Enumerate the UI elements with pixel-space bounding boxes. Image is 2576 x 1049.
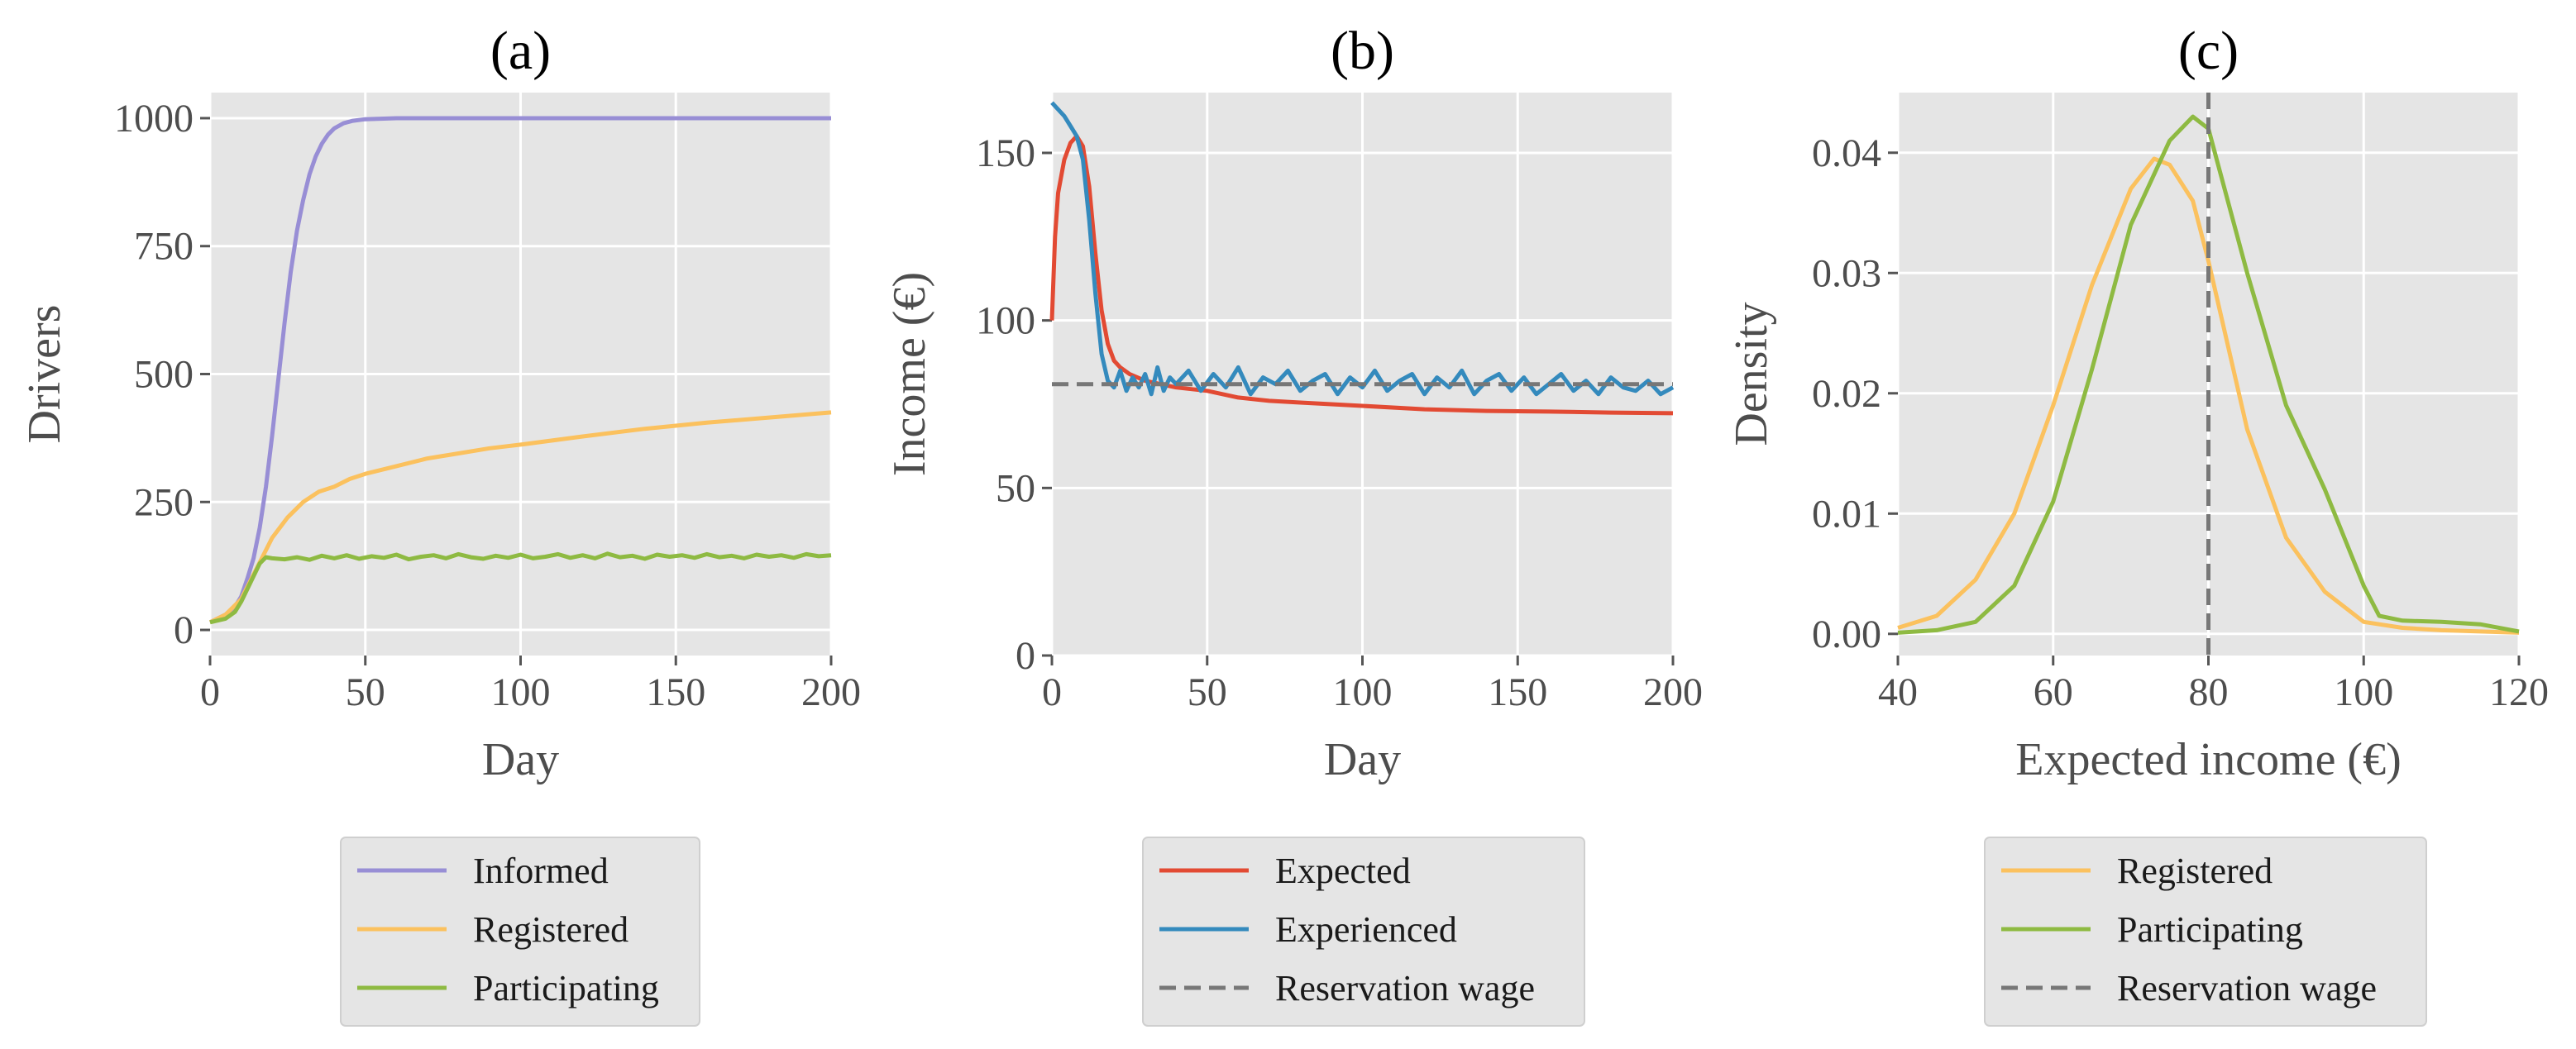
chart-panel-3: 40 60 80 100 120 0.00 0.01 0.02 0.03 0.04 (c) Expec… (1726, 21, 2549, 1027)
y-tick-label: 0.00 (1812, 613, 1881, 656)
legend-label: Registered (473, 909, 628, 950)
y-tick-label: 1000 (114, 97, 194, 141)
x-tick-label: 60 (2034, 670, 2073, 714)
x-tick-label: 100 (1333, 670, 1393, 714)
x-tick-label: 100 (2334, 670, 2393, 714)
legend-box (340, 837, 700, 1027)
y-tick-label: 150 (976, 131, 1035, 175)
y-tick-label: 500 (134, 353, 194, 397)
chart-panel-1: 0 50 100 150 200 0 250 500 750 1000 (a) Day Drivers I… (19, 21, 861, 1027)
y-axis-label: Income (€) (884, 272, 935, 476)
x-tick-label: 0 (1042, 670, 1062, 714)
chart-title: (a) (490, 21, 551, 81)
y-axis-label: Density (1726, 302, 1777, 446)
y-tick-label: 0.01 (1812, 492, 1881, 536)
x-tick-label: 80 (2189, 670, 2229, 714)
x-tick-label: 100 (491, 670, 551, 714)
legend-label: Participating (2117, 909, 2303, 950)
chart-title: (b) (1331, 21, 1394, 81)
chart-panel-2: 0 50 100 150 200 0 50 100 150 (b) Day Income (€) Exp… (884, 21, 1703, 1027)
x-tick-label: 50 (1188, 670, 1227, 714)
y-tick-label: 100 (976, 299, 1035, 343)
legend-label: Reservation wage (2117, 968, 2377, 1008)
y-tick-label: 50 (996, 466, 1035, 510)
y-tick-label: 0 (174, 608, 194, 652)
y-tick-label: 0.02 (1812, 372, 1881, 416)
legend-box (1142, 837, 1585, 1027)
x-axis-label: Expected income (€) (2015, 734, 2401, 785)
series-line-participating (209, 551, 832, 625)
x-tick-label: 150 (1488, 670, 1547, 714)
x-tick-label: 200 (1643, 670, 1703, 714)
legend: Expected Experienced Reservation wage (1142, 837, 1585, 1027)
y-tick-label: 0.04 (1812, 131, 1881, 175)
legend-label: Expected (1275, 851, 1411, 891)
x-tick-label: 200 (801, 670, 861, 714)
x-tick-label: 120 (2489, 670, 2549, 714)
y-tick-label: 0.03 (1812, 251, 1881, 295)
legend: Informed Registered Participating (340, 837, 700, 1027)
series-line-expected (1049, 134, 1674, 416)
legend-label: Experienced (1275, 909, 1457, 950)
legend: Registered Participating Reservation wage (1984, 837, 2427, 1027)
x-tick-label: 40 (1878, 670, 1918, 714)
chart-title: (c) (2178, 21, 2239, 81)
legend-label: Registered (2117, 851, 2273, 891)
legend-label: Participating (473, 968, 659, 1008)
x-tick-label: 0 (200, 670, 220, 714)
x-axis-label: Day (482, 734, 559, 785)
series-line-registered (208, 410, 832, 625)
x-tick-label: 150 (646, 670, 705, 714)
y-tick-label: 750 (134, 225, 194, 269)
series-line-informed (208, 116, 831, 625)
y-axis-label: Drivers (19, 305, 70, 444)
legend-label: Reservation wage (1275, 968, 1535, 1008)
x-axis-label: Day (1324, 734, 1401, 785)
y-tick-label: 250 (134, 480, 194, 524)
legend-box (1984, 837, 2427, 1027)
y-tick-label: 0 (1016, 634, 1035, 678)
series-line-registered (1897, 156, 2520, 635)
x-tick-label: 50 (346, 670, 385, 714)
legend-label: Informed (473, 851, 609, 891)
